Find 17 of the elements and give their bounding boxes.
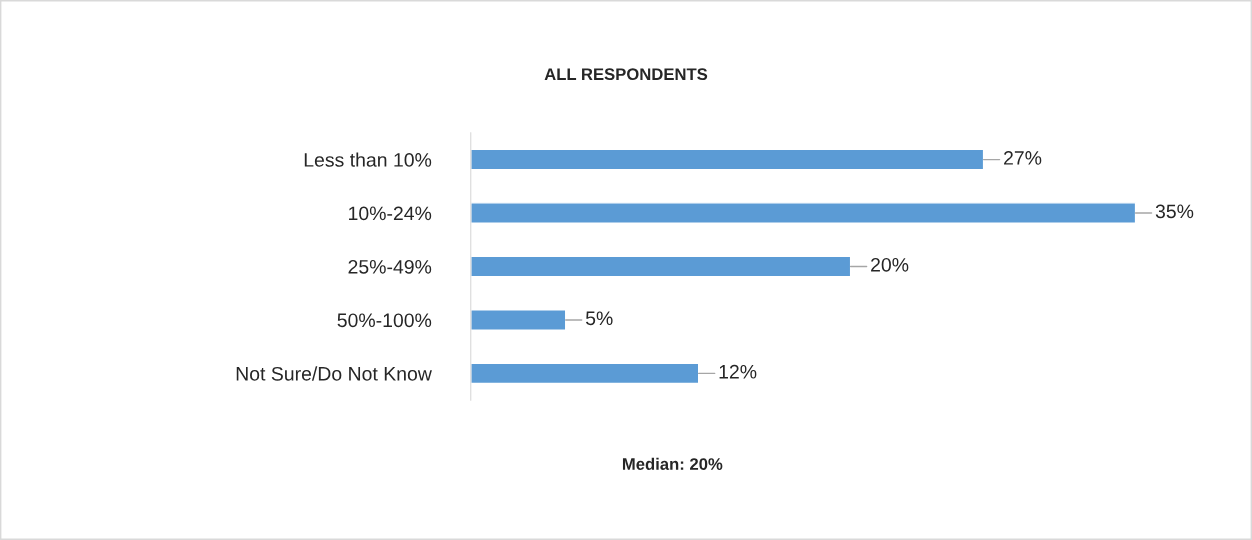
data-label: 27% [1004, 151, 1042, 165]
data-label: 5% [585, 311, 613, 326]
data-label: 12% [719, 364, 757, 379]
y-tick-label: 25%-49% [348, 259, 432, 274]
data-label: 20% [871, 257, 909, 272]
bar [470, 362, 700, 385]
y-tick-label: Not Sure/Do Not Know [236, 366, 432, 381]
bar [470, 148, 985, 171]
y-tick-label: Less than 10% [304, 152, 432, 167]
bar [470, 255, 852, 278]
data-label: 35% [1155, 204, 1194, 219]
bar [470, 309, 567, 331]
y-tick-label: 50%-100% [337, 313, 432, 328]
chart-title: ALL RESPONDENTS [544, 68, 708, 81]
y-tick-label: 10%-24% [349, 206, 432, 221]
text: Median: 20% [622, 457, 723, 470]
bar [470, 202, 1137, 224]
